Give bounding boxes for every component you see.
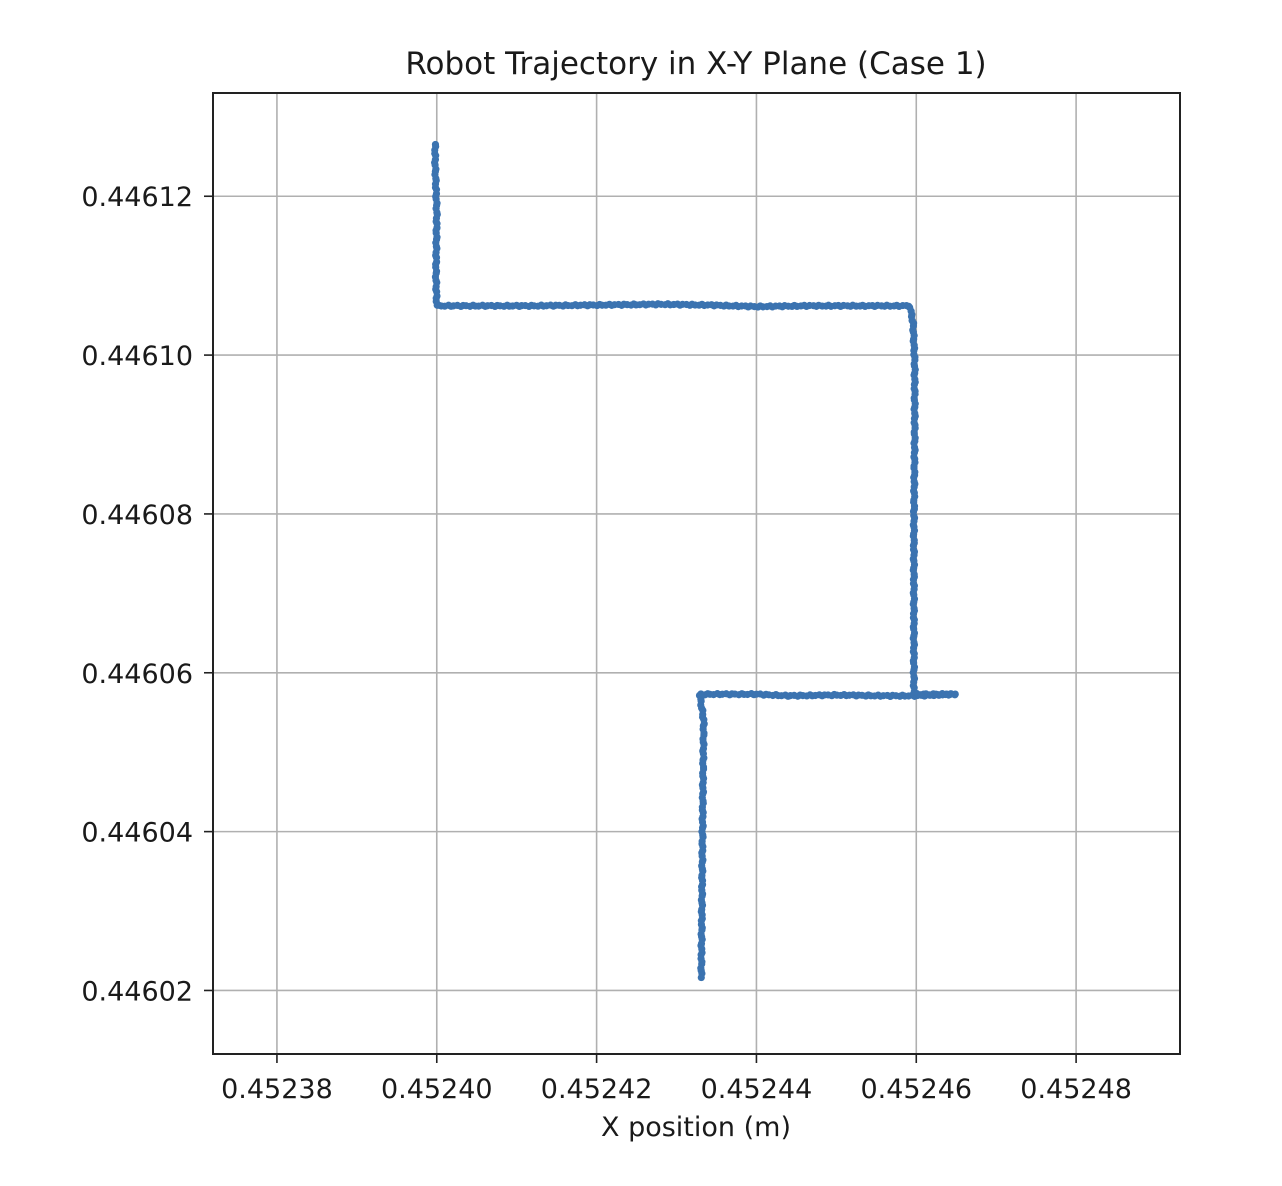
y-axis-ticks: 0.44602 0.44604 0.44606 0.44608 0.44610 0.446…	[81, 182, 213, 1007]
trajectory-points	[430, 140, 959, 982]
y-tick-label: 0.44612	[81, 182, 193, 213]
y-tick-label: 0.44604	[81, 818, 193, 849]
y-tick-label: 0.44606	[81, 659, 193, 690]
x-axis-label: X position (m)	[601, 1112, 791, 1143]
chart-title: Robot Trajectory in X-Y Plane (Case 1)	[405, 46, 986, 82]
grid	[213, 93, 1180, 1054]
x-tick-label: 0.45240	[381, 1074, 493, 1105]
y-tick-label: 0.44610	[81, 341, 193, 372]
x-tick-label: 0.45248	[1020, 1074, 1132, 1105]
x-tick-label: 0.45246	[860, 1074, 972, 1105]
x-tick-label: 0.45244	[701, 1074, 813, 1105]
y-tick-label: 0.44602	[81, 976, 193, 1007]
plot-area	[213, 93, 1180, 1054]
y-tick-label: 0.44608	[81, 500, 193, 531]
trajectory-point	[431, 140, 440, 149]
x-axis-ticks: 0.45238 0.45240 0.45242 0.45244 0.45246 0.452…	[221, 1054, 1132, 1105]
x-tick-label: 0.45238	[221, 1074, 333, 1105]
x-tick-label: 0.45242	[541, 1074, 653, 1105]
plot-frame	[212, 92, 1181, 1055]
